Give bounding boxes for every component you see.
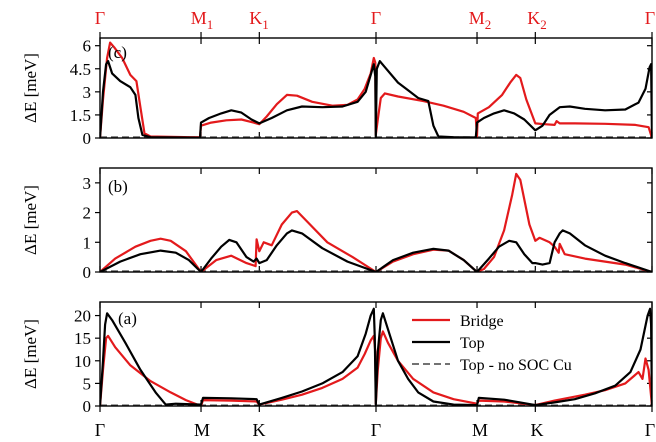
panel-frame (99, 37, 653, 139)
ytick-label: 2 (83, 204, 92, 223)
panel-tag: (a) (118, 309, 137, 328)
bottom-label-k-2: K (531, 420, 544, 440)
panel-tag: (c) (108, 43, 127, 62)
legend: Bridge Top Top - no SOC Cu (412, 313, 572, 374)
top-label-gamma-3: Γ (645, 8, 655, 28)
panel-a: 0 5 10 15 20 ΔE [meV] (a) (21, 301, 653, 416)
ytick-label: 6 (83, 37, 92, 56)
panel-b: 0 1 2 3 ΔE [meV] (b) (21, 167, 653, 282)
bottom-label-m-2: M (472, 420, 488, 440)
top-kpath-labels: Γ M1 K1 Γ M2 K2 Γ (95, 8, 655, 32)
ytick-label: 0 (83, 129, 92, 148)
bottom-kpath-labels: Γ M K Γ M K Γ (95, 420, 655, 440)
panel-frame (99, 167, 653, 273)
y-axis-label: ΔE [meV] (21, 319, 40, 389)
panels: 0 1.5 3 4.5 6 ΔE [meV] (c) 0 1 2 3 ΔE [meV] (b) 0 5 10 1… (21, 32, 653, 416)
top-label-m2: M2 (469, 8, 492, 32)
top-label-gamma-1: Γ (95, 8, 105, 28)
top-label-m1: M1 (191, 8, 214, 32)
ytick-label: 5 (83, 374, 92, 393)
ytick-label: 4.5 (70, 60, 91, 79)
y-axis-label: ΔE [meV] (21, 185, 40, 255)
panel-c: 0 1.5 3 4.5 6 ΔE [meV] (c) (21, 32, 653, 148)
bottom-label-m-1: M (194, 420, 210, 440)
series-line-top (100, 60, 652, 138)
top-label-k1: K1 (249, 8, 269, 32)
series-line-bridge (100, 172, 652, 272)
ytick-label: 0 (83, 397, 92, 416)
ytick-label: 1 (83, 233, 92, 252)
legend-label-bridge: Bridge (460, 313, 504, 330)
series-line-top (100, 307, 652, 406)
panel-tag: (b) (108, 177, 128, 196)
top-label-k2: K2 (527, 8, 547, 32)
bottom-label-gamma-2: Γ (371, 420, 381, 440)
ytick-label: 20 (74, 307, 91, 326)
panel-frame (99, 301, 653, 407)
bottom-label-gamma-3: Γ (645, 420, 655, 440)
legend-label-top: Top (460, 335, 485, 352)
ytick-label: 0 (83, 263, 92, 282)
series-line-top (100, 229, 652, 272)
ytick-label: 3 (83, 174, 92, 193)
top-label-gamma-2: Γ (371, 8, 381, 28)
ytick-label: 1.5 (70, 106, 91, 125)
ytick-label: 15 (74, 329, 91, 348)
bottom-label-k-1: K (253, 420, 266, 440)
ytick-label: 3 (83, 83, 92, 102)
bottom-label-gamma-1: Γ (95, 420, 105, 440)
y-axis-label: ΔE [meV] (21, 53, 40, 123)
ytick-label: 10 (74, 352, 91, 371)
legend-label-nosoc: Top - no SOC Cu (460, 357, 572, 374)
